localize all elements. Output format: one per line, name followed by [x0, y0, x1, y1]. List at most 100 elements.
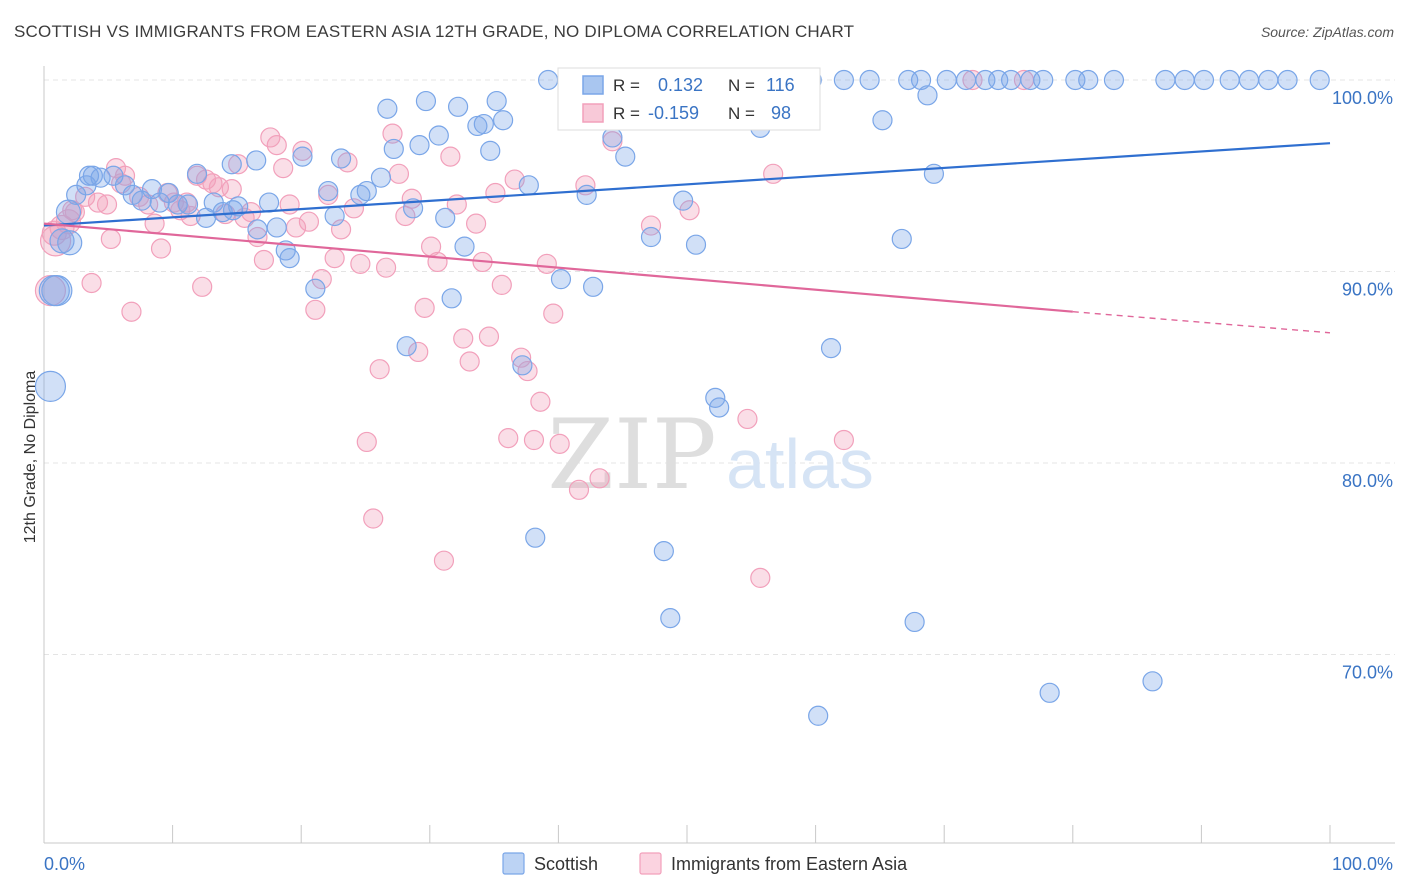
point-asia [121, 301, 142, 322]
gridlines [44, 79, 1395, 655]
point-asia [568, 479, 590, 500]
point-scottish [212, 202, 233, 223]
point-asia [459, 351, 480, 372]
point-scottish [186, 163, 208, 184]
stats-asia-n: 98 [771, 103, 791, 123]
point-asia [292, 140, 313, 161]
point-scottish [305, 278, 326, 299]
stats-asia-r: -0.159 [648, 103, 699, 123]
point-asia [266, 135, 287, 156]
point-asia [530, 391, 551, 412]
trend-line-asia-extension [1072, 311, 1331, 334]
y-tick-label: 100.0% [1332, 88, 1393, 108]
point-scottish [1174, 69, 1195, 91]
point-scottish [602, 127, 623, 148]
point-scottish [324, 205, 345, 227]
point-asia [478, 326, 500, 347]
point-asia [382, 123, 403, 144]
point-scottish [396, 336, 417, 357]
point-scottish [131, 190, 152, 211]
point-asia [343, 198, 365, 219]
point-scottish [480, 140, 501, 161]
point-scottish [904, 611, 925, 633]
point-asia [208, 177, 229, 198]
point-scottish [246, 150, 267, 171]
watermark-atlas: atlas [726, 425, 874, 503]
point-scottish [550, 269, 572, 290]
point-scottish [583, 276, 604, 297]
point-scottish [402, 198, 424, 219]
point-scottish [78, 165, 100, 186]
point-scottish [41, 275, 73, 307]
chart-source: Source: ZipAtlas.com [1260, 24, 1394, 40]
x-tick-label: 0.0% [44, 854, 85, 874]
axes [43, 66, 1395, 844]
x-tick-label: 100.0% [1332, 854, 1393, 874]
point-scottish [435, 207, 456, 228]
point-scottish [910, 69, 932, 91]
y-tick-label: 70.0% [1342, 663, 1393, 683]
point-asia [41, 220, 67, 246]
point-scottish [473, 113, 494, 135]
point-scottish [221, 154, 242, 175]
series-scottish-points [34, 69, 1330, 726]
point-scottish [1238, 69, 1260, 91]
point-scottish [660, 608, 681, 629]
point-scottish [833, 69, 854, 91]
point-asia [305, 299, 326, 320]
point-scottish [428, 125, 449, 146]
point-scottish [615, 146, 636, 167]
legend-label-asia: Immigrants from Eastern Asia [671, 854, 908, 874]
point-scottish [330, 148, 352, 169]
point-asia [356, 431, 377, 453]
watermark: ZIP atlas [547, 399, 874, 511]
point-asia [337, 152, 358, 173]
point-asia [491, 274, 512, 296]
stats-swatch-asia [582, 103, 604, 123]
trend-line-scottish [43, 142, 1331, 227]
point-scottish [936, 69, 957, 91]
point-asia [96, 194, 118, 215]
point-scottish [538, 69, 559, 91]
point-scottish [409, 135, 430, 156]
point-scottish [49, 228, 75, 254]
point-scottish [279, 247, 300, 269]
point-asia [453, 328, 474, 349]
point-asia [150, 238, 172, 259]
stats-r-label: R = [613, 104, 640, 123]
legend-label-scottish: Scottish [534, 854, 598, 874]
point-scottish [955, 69, 977, 91]
point-scottish [512, 355, 533, 376]
y-tick-labels: 70.0% 80.0% 90.0% 100.0% [1332, 88, 1393, 683]
point-scottish [177, 194, 199, 215]
point-asia [440, 146, 461, 167]
y-axis-label: 12th Grade, No Diploma [22, 371, 39, 544]
point-asia [640, 215, 662, 236]
point-scottish [653, 540, 674, 562]
stats-n-label: N = [728, 104, 755, 123]
point-scottish [247, 219, 268, 240]
point-asia [465, 213, 487, 234]
point-scottish [685, 234, 707, 255]
point-scottish [1219, 69, 1240, 91]
point-asia [388, 163, 410, 184]
legend-swatch-scottish [502, 852, 525, 875]
legend: Scottish Immigrants from Eastern Asia [502, 852, 908, 875]
point-asia [369, 359, 390, 380]
point-scottish [228, 196, 249, 217]
point-scottish [709, 397, 730, 418]
point-asia [324, 247, 345, 269]
point-scottish [318, 180, 339, 202]
stats-legend-box: R = 0.132 N = 116 R = -0.159 N = 98 [557, 67, 821, 131]
point-scottish [820, 338, 842, 359]
series-asia-points [34, 69, 1035, 589]
y-tick-label: 80.0% [1342, 471, 1393, 491]
x-tick-labels: 0.0% 100.0% [44, 854, 1393, 874]
point-asia [737, 408, 758, 430]
point-asia [350, 253, 371, 274]
point-scottish [1078, 69, 1099, 91]
point-scottish [859, 69, 880, 91]
point-asia [543, 303, 564, 324]
point-asia [589, 468, 610, 489]
point-scottish [872, 110, 893, 131]
